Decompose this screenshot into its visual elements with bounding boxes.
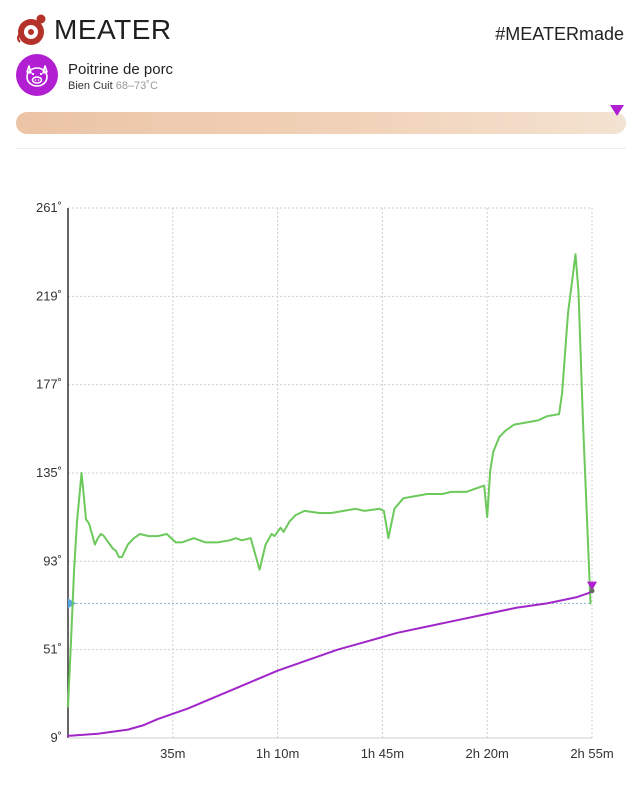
- x-tick-label: 35m: [160, 746, 185, 761]
- y-tick-label: 261˚: [36, 200, 62, 215]
- y-tick-label: 93˚: [43, 553, 62, 568]
- series-line-internal: [67, 589, 593, 737]
- x-tick-label: 2h 55m: [570, 746, 613, 761]
- series-line-ambient: [67, 253, 592, 708]
- pig-icon: [26, 65, 48, 87]
- x-tick-label: 2h 20m: [466, 746, 509, 761]
- x-tick-label: 1h 10m: [256, 746, 299, 761]
- meater-logo-icon: [17, 14, 46, 45]
- temperature-chart: 261˚ 219˚ 177˚ 135˚ 93˚ 51˚ 9˚ 35m 1h 10m 1h 45m 2…: [36, 200, 614, 761]
- y-tick-label: 135˚: [36, 465, 62, 480]
- end-marker-icon: [587, 581, 597, 591]
- brand: MEATER: [14, 12, 172, 48]
- y-tick-label: 177˚: [36, 377, 62, 392]
- cook-name: Poitrine de porc: [68, 61, 174, 78]
- y-tick-label: 219˚: [36, 288, 62, 303]
- progress-fill: [16, 112, 617, 134]
- cook-avatar: [16, 54, 58, 96]
- x-tick-label: 1h 45m: [361, 746, 404, 761]
- brand-name: MEATER: [54, 14, 172, 45]
- cook-info: Poitrine de porc Bien Cuit 68–73˚C: [16, 54, 626, 98]
- hashtag: #MEATERmade: [495, 24, 624, 44]
- divider: [16, 148, 626, 149]
- cook-doneness: Bien Cuit: [68, 80, 113, 92]
- progress-marker-icon: [609, 105, 624, 116]
- app-header: MEATER #MEATERmade: [0, 0, 640, 50]
- y-tick-label: 51˚: [43, 642, 62, 657]
- cook-target-range: 68–73˚C: [115, 80, 158, 92]
- y-tick-label: 9˚: [50, 730, 62, 745]
- cook-doneness-line: Bien Cuit 68–73˚C: [68, 80, 158, 92]
- cook-progress-bar: [16, 105, 626, 134]
- end-point: [589, 588, 595, 594]
